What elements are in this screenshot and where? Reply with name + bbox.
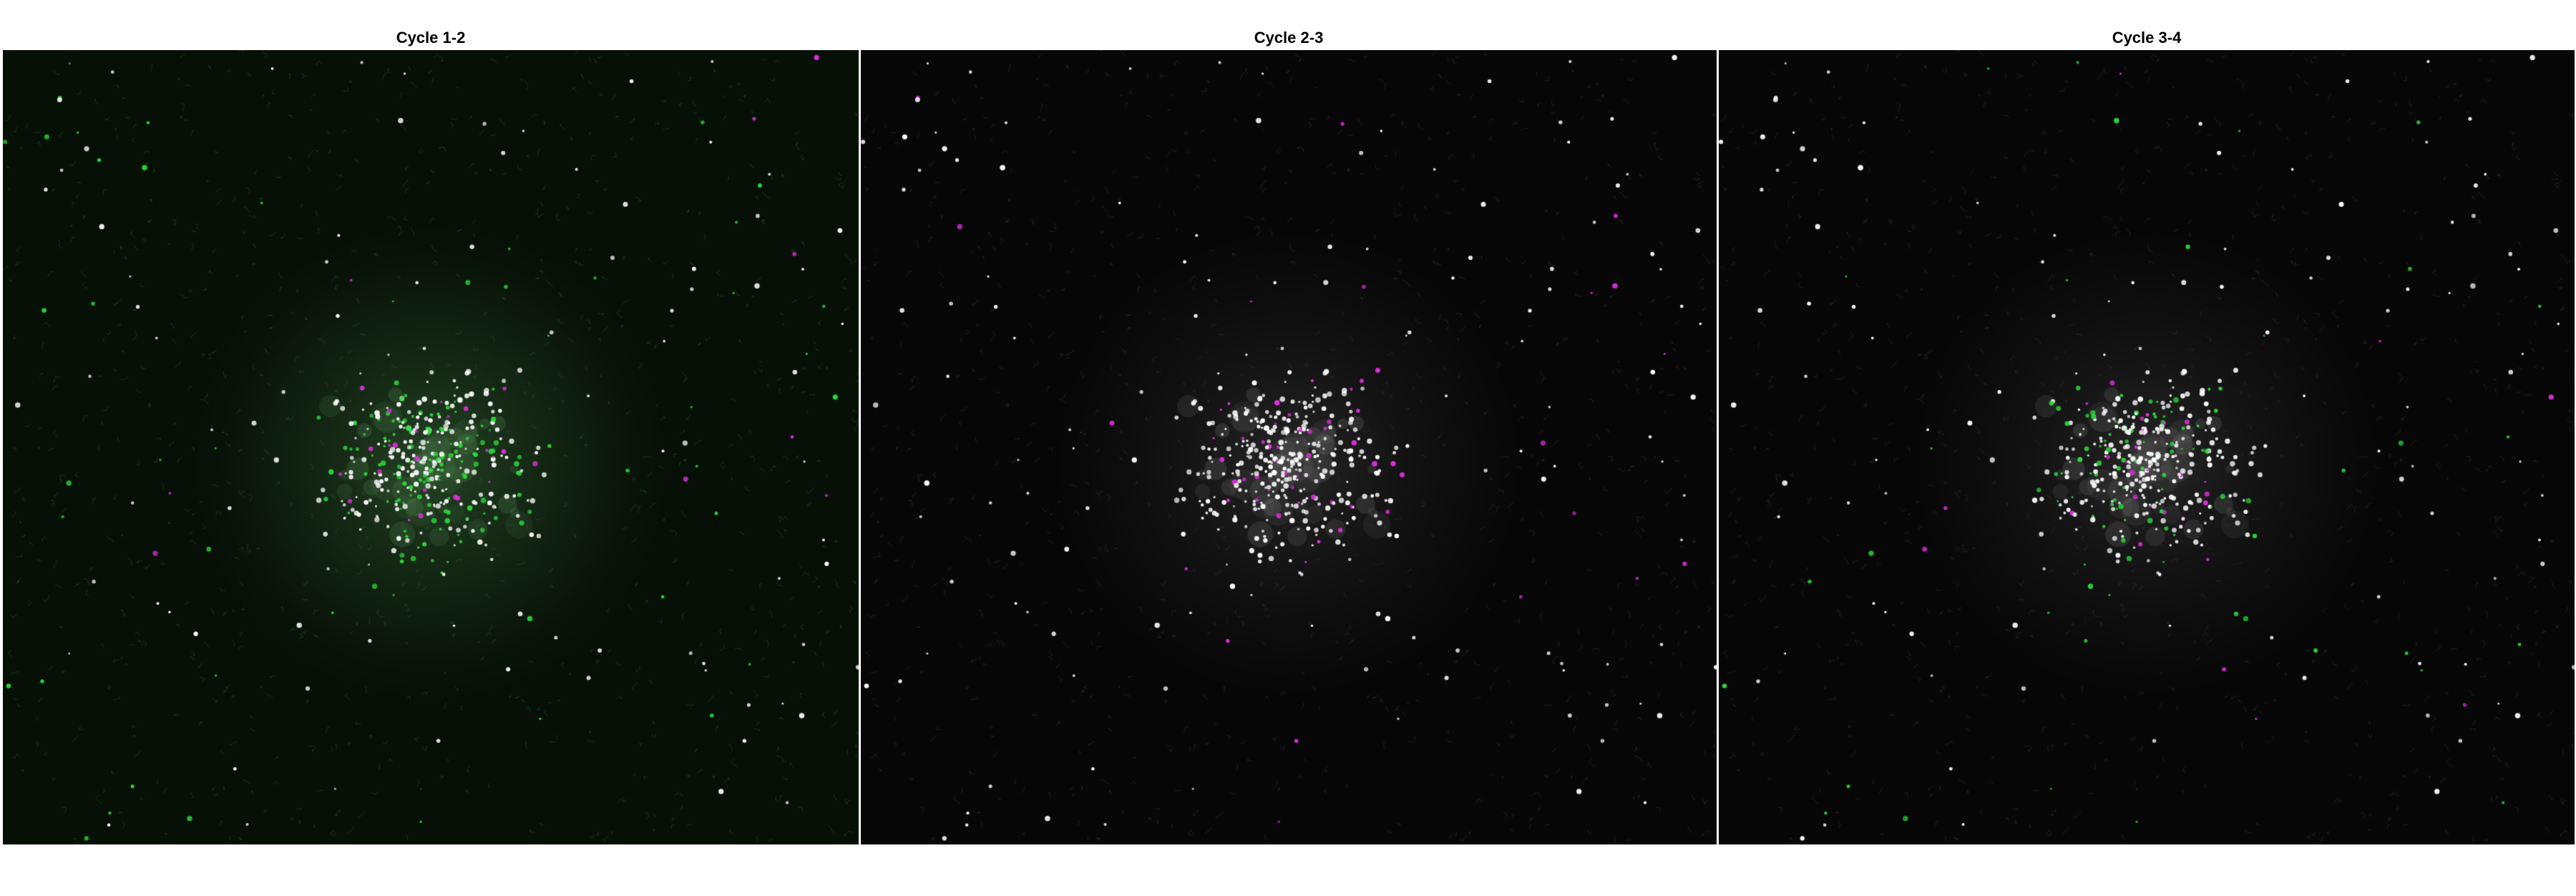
microscopy-overlay-canvas (1719, 50, 2575, 844)
overlay-image-cycle-2-3 (861, 50, 1717, 844)
overlay-image-cycle-1-2 (3, 50, 859, 844)
panel-title-cycle-2-3: Cycle 2-3 (1254, 29, 1324, 47)
microscopy-overlay-canvas (3, 50, 859, 844)
overlay-image-cycle-3-4 (1719, 50, 2575, 844)
panel-title-cycle-3-4: Cycle 3-4 (2112, 29, 2182, 47)
microscopy-overlay-canvas (861, 50, 1717, 844)
panel-title-cycle-1-2: Cycle 1-2 (396, 29, 466, 47)
